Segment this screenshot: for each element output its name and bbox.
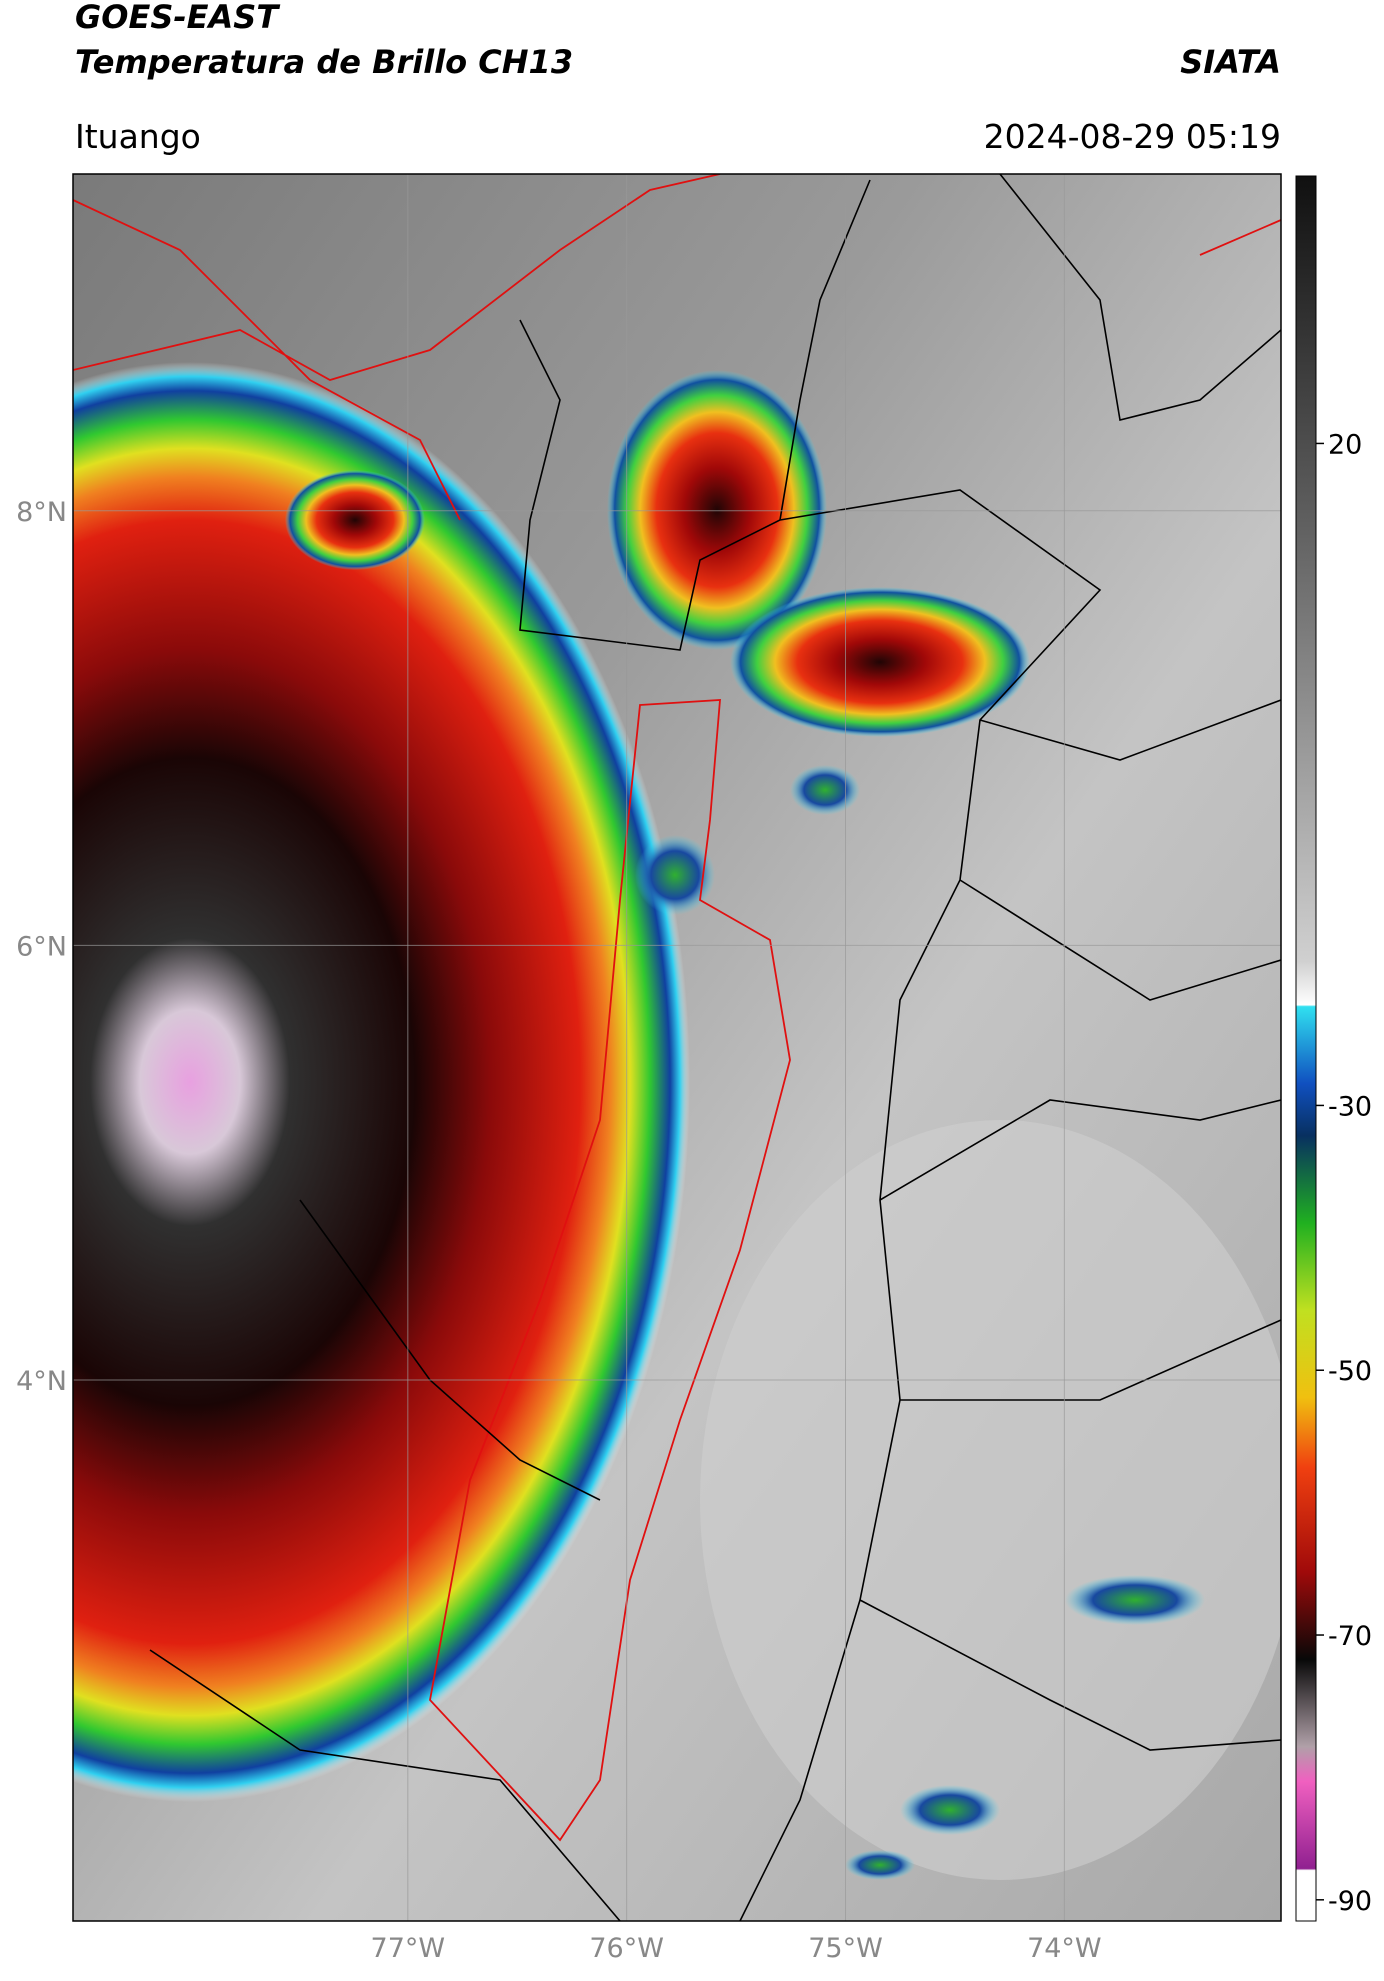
- colorbar-tick-label: -30: [1328, 1091, 1372, 1122]
- lon-tick-label: 76°W: [589, 1933, 664, 1964]
- region: Ituango: [75, 117, 201, 156]
- datetime: 2024-08-29 05:19: [984, 117, 1281, 156]
- map-frame: [72, 173, 1282, 1922]
- lon-tick-label: 77°W: [371, 1933, 446, 1964]
- lon-tick-label: 74°W: [1027, 1933, 1102, 1964]
- map-imagery: [73, 174, 1281, 1921]
- graticule: [73, 174, 1281, 1921]
- colorbar-tick-label: -70: [1328, 1621, 1372, 1652]
- lat-tick-label: 6°N: [16, 931, 67, 962]
- colorbar-tick-label: 20: [1328, 429, 1362, 460]
- agency: SIATA: [1180, 43, 1281, 81]
- lon-tick-label: 75°W: [808, 1933, 883, 1964]
- satellite-title: GOES-EAST: [75, 0, 280, 36]
- colorbar-tick-label: -50: [1328, 1356, 1372, 1387]
- colorbar-tick-label: -90: [1328, 1886, 1372, 1917]
- colorbar: [1295, 175, 1317, 1922]
- product-title: Temperatura de Brillo CH13: [75, 43, 573, 81]
- lat-tick-label: 4°N: [16, 1366, 67, 1397]
- lat-tick-label: 8°N: [16, 497, 67, 528]
